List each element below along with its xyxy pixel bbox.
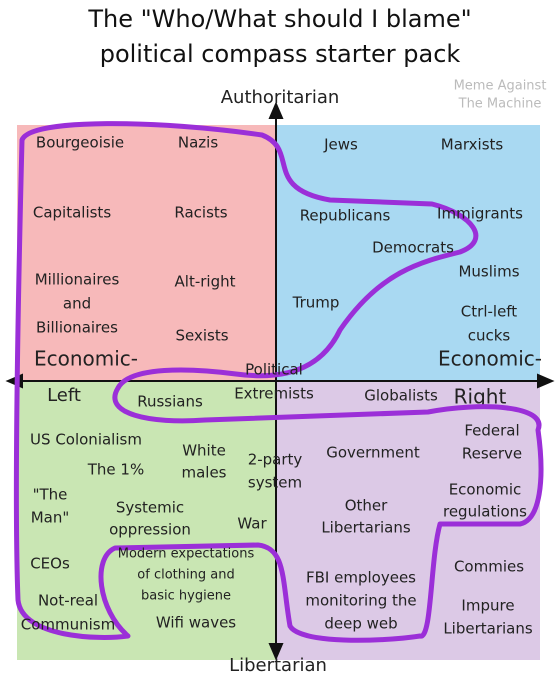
compass-label: Ctrl-left: [461, 303, 518, 321]
compass-label: Extremists: [234, 385, 314, 403]
compass-label: Immigrants: [437, 205, 523, 223]
arrow: [537, 373, 555, 389]
compass-label: males: [181, 464, 226, 482]
compass-label: Libertarians: [321, 519, 411, 537]
compass-label: Marxists: [441, 136, 504, 154]
compass-label: Alt-right: [175, 273, 236, 291]
compass-label: basic hygiene: [141, 589, 231, 604]
compass-label: White: [182, 442, 226, 460]
compass-label: system: [248, 474, 302, 492]
compass-label: "The: [33, 486, 68, 504]
compass-label: Reserve: [462, 445, 522, 463]
compass-label: War: [237, 515, 267, 533]
arrow: [268, 643, 284, 661]
compass-label: 2-party: [248, 451, 303, 469]
compass-label: Jews: [323, 136, 358, 154]
compass-label: Systemic: [116, 499, 184, 517]
compass-label: Billionaires: [36, 319, 118, 337]
compass-label: Muslims: [458, 263, 519, 281]
compass-label: Trump: [292, 294, 340, 312]
compass-label: Nazis: [178, 134, 218, 152]
compass-label: oppression: [109, 521, 191, 539]
compass-label: Wifi waves: [156, 614, 236, 632]
outline: [13, 121, 544, 643]
axis-label: Libertarian: [229, 655, 327, 676]
scribbles: [13, 121, 544, 643]
compass-label: Federal: [464, 422, 519, 440]
compass-label: Capitalists: [33, 204, 111, 222]
compass-label: Commies: [454, 558, 524, 576]
compass-label: Republicans: [300, 207, 391, 225]
compass-label: CEOs: [30, 555, 70, 573]
compass-label: The 1%: [87, 461, 144, 479]
compass-label: Modern expectations: [118, 547, 255, 562]
compass-label: Globalists: [364, 387, 438, 405]
auth-right-quadrant: [276, 125, 540, 381]
title-line: political compass starter pack: [100, 40, 461, 68]
lib-left-quadrant: [17, 381, 276, 660]
compass-label: Impure: [461, 597, 514, 615]
compass-label: Bourgeoisie: [36, 134, 124, 152]
compass-label: regulations: [443, 503, 527, 521]
watermark: The Machine: [458, 97, 542, 112]
compass-label: Man": [31, 509, 70, 527]
auth-left-quadrant: [17, 125, 276, 381]
compass-label: Communism: [21, 616, 115, 634]
compass-label: Economic: [449, 481, 522, 499]
compass-label: Russians: [137, 393, 203, 411]
watermark: Meme Against: [454, 79, 547, 94]
compass-label: Not-real: [38, 592, 98, 610]
axis-label: Left: [47, 385, 81, 406]
compass-label: monitoring the: [305, 592, 416, 610]
compass-label: of clothing and: [137, 568, 234, 583]
compass-label: Democrats: [372, 239, 454, 257]
compass-label: Sexists: [175, 327, 228, 345]
lib-right-quadrant: [276, 381, 540, 660]
labels: Bourgeoisie Nazis Jews Marxists Capitalists R…: [21, 134, 533, 638]
compass-label: and: [63, 295, 91, 313]
axis-label: Economic-: [438, 347, 542, 371]
compass-label: Government: [326, 444, 420, 462]
compass-label: deep web: [324, 615, 397, 633]
axis-label: Economic-: [34, 347, 138, 371]
compass-label: FBI employees: [306, 569, 416, 587]
compass-label: Racists: [174, 204, 227, 222]
compass-label: Libertarians: [443, 620, 533, 638]
compass-label: Other: [345, 497, 388, 515]
compass-label: cucks: [468, 327, 511, 345]
compass-label: US Colonialism: [30, 431, 142, 449]
title-line: The "Who/What should I blame": [87, 5, 471, 33]
compass-label: Millionaires: [35, 271, 120, 289]
compass-label: Political: [245, 361, 303, 379]
axis-label: Authoritarian: [221, 87, 340, 108]
arrow: [268, 101, 284, 119]
